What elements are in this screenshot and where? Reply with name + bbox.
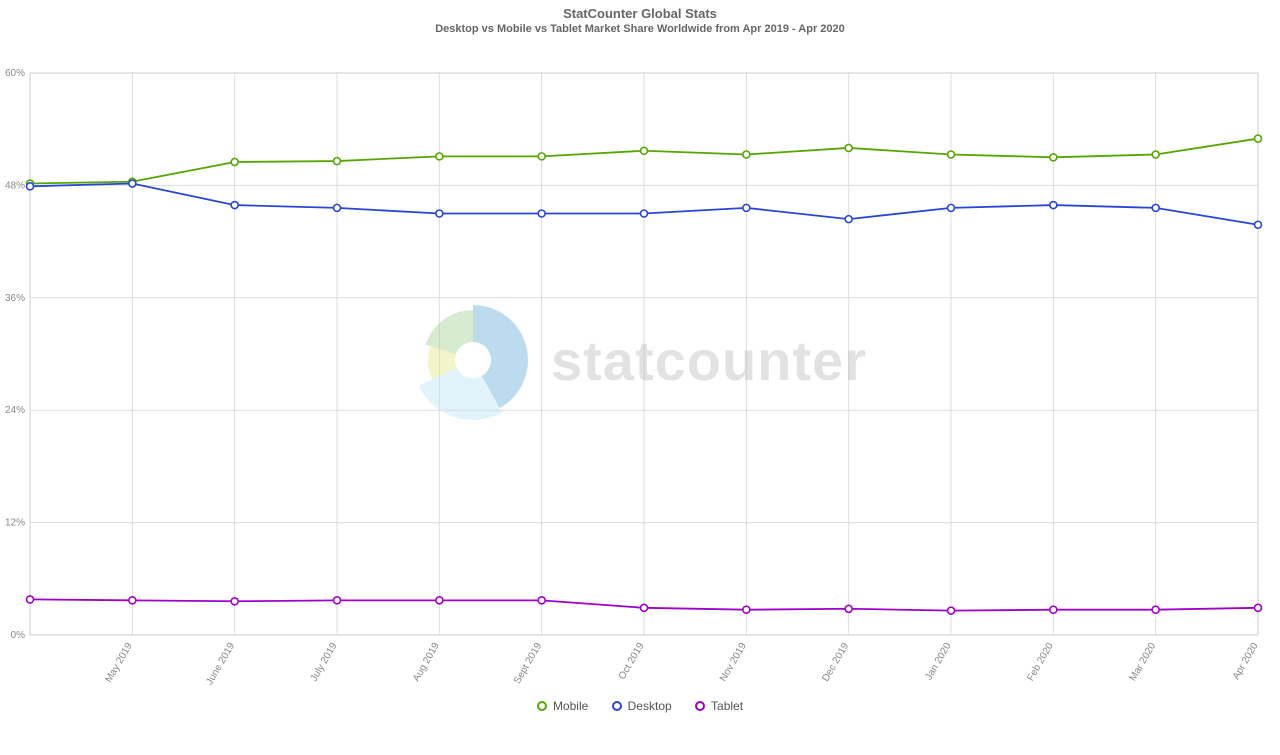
svg-text:0%: 0%: [11, 630, 26, 641]
chart-title: StatCounter Global Stats: [0, 0, 1280, 21]
svg-text:60%: 60%: [5, 68, 25, 79]
line-chart: 0% 12% 24% 36% 48% 60% May 2019 June 2019 July …: [0, 35, 1280, 755]
legend-swatch-icon: [612, 701, 622, 711]
svg-text:24%: 24%: [5, 405, 25, 416]
svg-text:Oct 2019: Oct 2019: [617, 641, 647, 682]
legend-swatch-icon: [537, 701, 547, 711]
legend-swatch-icon: [695, 701, 705, 711]
svg-text:48%: 48%: [5, 180, 25, 191]
legend-item-mobile: Mobile: [537, 699, 588, 713]
legend-label: Desktop: [628, 699, 672, 713]
chart-subtitle: Desktop vs Mobile vs Tablet Market Share…: [0, 21, 1280, 35]
svg-text:Sept 2019: Sept 2019: [512, 641, 545, 686]
svg-text:12%: 12%: [5, 518, 25, 529]
legend-item-tablet: Tablet: [695, 699, 743, 713]
legend-label: Tablet: [711, 699, 743, 713]
svg-text:Dec 2019: Dec 2019: [820, 641, 851, 684]
y-axis-ticks: 0% 12% 24% 36% 48% 60%: [5, 68, 25, 641]
svg-text:Mar 2020: Mar 2020: [1128, 641, 1159, 683]
svg-text:Nov 2019: Nov 2019: [718, 641, 749, 684]
svg-text:June 2019: June 2019: [204, 641, 237, 687]
svg-text:Jan 2020: Jan 2020: [923, 641, 953, 683]
svg-text:36%: 36%: [5, 293, 25, 304]
legend-item-desktop: Desktop: [612, 699, 672, 713]
svg-text:May 2019: May 2019: [103, 641, 135, 685]
svg-text:July 2019: July 2019: [309, 641, 340, 684]
svg-text:Feb 2020: Feb 2020: [1025, 641, 1056, 683]
svg-text:Apr 2020: Apr 2020: [1231, 641, 1261, 682]
svg-text:Aug 2019: Aug 2019: [411, 641, 442, 684]
x-axis-ticks: May 2019 June 2019 July 2019 Aug 2019 Sept 2…: [103, 641, 1260, 687]
legend-label: Mobile: [553, 699, 588, 713]
chart-container: StatCounter Global Stats Desktop vs Mobi…: [0, 0, 1280, 720]
chart-legend: Mobile Desktop Tablet: [0, 699, 1280, 714]
